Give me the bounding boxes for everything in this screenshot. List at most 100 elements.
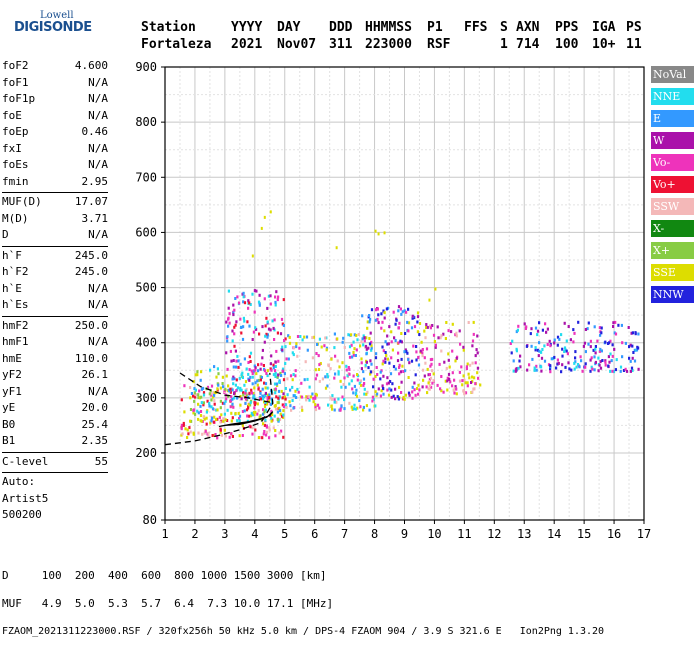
- param-name: hmF1: [2, 335, 29, 348]
- echo-point: [214, 433, 217, 436]
- echo-point: [211, 416, 214, 420]
- echo-point: [243, 383, 246, 387]
- echo-point: [242, 325, 245, 329]
- echo-point: [334, 354, 337, 358]
- echo-point: [344, 385, 347, 389]
- echo-point: [465, 367, 468, 371]
- echo-point: [326, 384, 329, 388]
- echo-point: [353, 333, 356, 337]
- echo-point: [436, 383, 439, 387]
- echo-point: [270, 416, 273, 420]
- echo-point: [206, 385, 210, 389]
- echo-point: [579, 355, 582, 359]
- echo-point: [264, 334, 267, 338]
- param-row: yE 20.0: [2, 400, 108, 417]
- echo-point: [362, 383, 365, 387]
- echo-point: [447, 358, 450, 362]
- echo-point: [186, 428, 189, 432]
- echo-point: [428, 384, 431, 388]
- echo-point: [257, 409, 260, 413]
- echo-point: [541, 348, 544, 351]
- echo-point: [211, 407, 215, 411]
- echo-points: [180, 289, 640, 440]
- echo-point: [589, 339, 592, 343]
- echo-point: [410, 326, 414, 330]
- echo-point: [262, 432, 265, 436]
- echo-point: [461, 379, 464, 383]
- echo-point: [371, 395, 374, 399]
- echo-point: [594, 360, 597, 364]
- echo-point: [593, 355, 596, 359]
- echo-point: [261, 325, 264, 329]
- param-separator: [2, 315, 108, 317]
- echo-point: [369, 359, 372, 363]
- echo-point: [462, 348, 465, 352]
- echo-point: [405, 350, 408, 354]
- echo-point: [417, 356, 420, 360]
- param-row: B0 25.4: [2, 417, 108, 434]
- echo-point: [398, 372, 401, 376]
- echo-point: [266, 320, 269, 324]
- echo-point: [265, 372, 268, 375]
- echo-point: [303, 378, 306, 382]
- echo-point: [231, 402, 234, 406]
- echo-point: [233, 344, 236, 348]
- echo-point: [407, 376, 410, 379]
- echo-point: [251, 432, 254, 436]
- echo-point: [577, 320, 580, 324]
- echo-point: [569, 338, 572, 342]
- header-value-0: Fortaleza: [141, 37, 212, 52]
- param-separator: [2, 192, 108, 193]
- echo-point: [420, 340, 423, 344]
- param-row: h`F 245.0: [2, 248, 108, 265]
- echo-point: [413, 381, 416, 385]
- echo-point: [287, 357, 290, 361]
- param-row: Auto:: [2, 474, 108, 491]
- echo-point: [199, 419, 202, 423]
- echo-point: [600, 349, 603, 353]
- echo-point: [425, 347, 429, 351]
- echo-point: [364, 363, 367, 367]
- echo-point: [259, 414, 262, 418]
- echo-point: [355, 388, 358, 392]
- param-name: C-level: [2, 454, 49, 468]
- echo-point: [272, 326, 275, 330]
- echo-point: [261, 348, 264, 352]
- echo-point: [269, 294, 272, 298]
- echo-point: [243, 319, 246, 323]
- echo-point: [263, 340, 266, 344]
- echo-point: [265, 402, 269, 406]
- param-row: fxI N/A: [2, 141, 108, 158]
- echo-point: [262, 408, 265, 412]
- echo-point: [470, 381, 473, 384]
- param-row: hmE 110.0: [2, 351, 108, 368]
- echo-point: [187, 432, 190, 436]
- echo-point: [189, 419, 192, 423]
- echo-point: [225, 374, 228, 378]
- echo-point: [265, 316, 268, 320]
- echo-point: [578, 365, 581, 369]
- echo-point: [376, 317, 379, 321]
- echo-point: [351, 387, 354, 391]
- echo-point: [637, 367, 640, 371]
- echo-point: [288, 335, 291, 339]
- echo-point: [199, 378, 202, 382]
- echo-point: [528, 363, 531, 367]
- param-row: yF2 26.1: [2, 367, 108, 384]
- echo-point: [308, 398, 311, 402]
- echo-point: [281, 345, 284, 349]
- echo-point: [544, 322, 547, 326]
- echo-point: [337, 372, 340, 376]
- echo-point: [388, 361, 391, 365]
- legend-item-noval: NoVal: [651, 66, 694, 83]
- echo-point: [260, 375, 263, 379]
- echo-point: [284, 337, 287, 341]
- echo-point: [202, 393, 206, 397]
- echo-point: [208, 404, 211, 408]
- echo-point: [244, 401, 247, 405]
- echo-point: [291, 378, 294, 382]
- echo-point: [280, 429, 283, 433]
- param-name: hmE: [2, 351, 22, 365]
- echo-point: [269, 328, 272, 332]
- echo-point: [242, 316, 245, 320]
